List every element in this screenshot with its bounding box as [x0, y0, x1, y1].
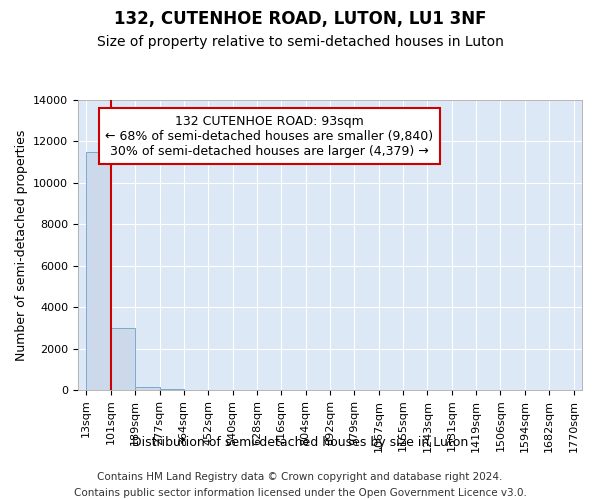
Text: Contains HM Land Registry data © Crown copyright and database right 2024.: Contains HM Land Registry data © Crown c…: [97, 472, 503, 482]
Bar: [135, 387, 160, 390]
Text: Size of property relative to semi-detached houses in Luton: Size of property relative to semi-detach…: [97, 35, 503, 49]
Bar: [111, 328, 135, 390]
Y-axis label: Number of semi-detached properties: Number of semi-detached properties: [14, 130, 28, 360]
Text: 132 CUTENHOE ROAD: 93sqm
← 68% of semi-detached houses are smaller (9,840)
30% o: 132 CUTENHOE ROAD: 93sqm ← 68% of semi-d…: [106, 114, 434, 158]
Text: Distribution of semi-detached houses by size in Luton: Distribution of semi-detached houses by …: [132, 436, 468, 449]
Bar: [86, 152, 111, 390]
Text: 132, CUTENHOE ROAD, LUTON, LU1 3NF: 132, CUTENHOE ROAD, LUTON, LU1 3NF: [114, 10, 486, 28]
Text: Contains public sector information licensed under the Open Government Licence v3: Contains public sector information licen…: [74, 488, 526, 498]
